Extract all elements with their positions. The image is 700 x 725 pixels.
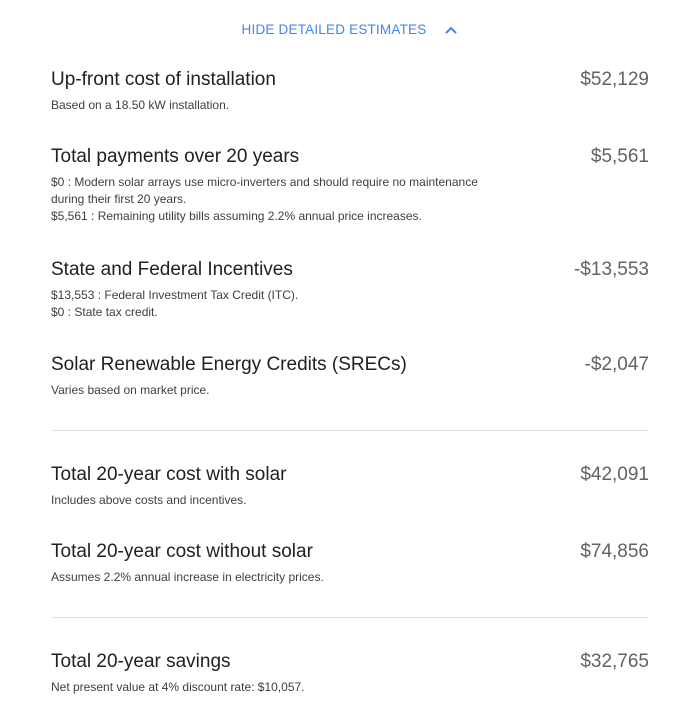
hide-detailed-estimates-label: HIDE DETAILED ESTIMATES	[241, 22, 427, 37]
incentives-row: State and Federal Incentives -$13,553 $1…	[51, 258, 649, 321]
cost-with-solar-row: Total 20-year cost with solar $42,091 In…	[51, 463, 649, 509]
chevron-up-icon	[444, 23, 458, 37]
divider	[51, 430, 649, 431]
srecs-title: Solar Renewable Energy Credits (SRECs)	[51, 354, 407, 375]
total-payments-description: $0 : Modern solar arrays use micro-inver…	[51, 174, 649, 225]
srecs-amount: -$2,047	[584, 354, 649, 375]
cost-without-solar-description: Assumes 2.2% annual increase in electric…	[51, 569, 649, 586]
cost-without-solar-title: Total 20-year cost without solar	[51, 541, 313, 562]
description-line: Varies based on market price.	[51, 383, 210, 397]
srecs-description: Varies based on market price.	[51, 382, 649, 399]
incentives-description: $13,553 : Federal Investment Tax Credit …	[51, 287, 649, 321]
description-line: Assumes 2.2% annual increase in electric…	[51, 570, 324, 584]
description-line: during their first 20 years.	[51, 192, 187, 206]
description-line: $0 : State tax credit.	[51, 305, 158, 319]
total-payments-title: Total payments over 20 years	[51, 146, 300, 167]
upfront-cost-title: Up-front cost of installation	[51, 69, 276, 90]
description-line: $5,561 : Remaining utility bills assumin…	[51, 209, 422, 223]
srecs-row: Solar Renewable Energy Credits (SRECs) -…	[51, 353, 649, 399]
cost-with-solar-title: Total 20-year cost with solar	[51, 464, 287, 485]
total-payments-amount: $5,561	[590, 146, 649, 167]
description-line: $0 : Modern solar arrays use micro-inver…	[51, 175, 478, 189]
cost-with-solar-amount: $42,091	[580, 464, 649, 485]
total-savings-row: Total 20-year savings $32,765 Net presen…	[51, 650, 649, 696]
upfront-cost-description: Based on a 18.50 kW installation.	[51, 97, 649, 114]
description-line: $13,553 : Federal Investment Tax Credit …	[51, 288, 299, 302]
description-line: Includes above costs and incentives.	[51, 493, 247, 507]
total-savings-title: Total 20-year savings	[51, 651, 231, 672]
hide-detailed-estimates-button[interactable]: HIDE DETAILED ESTIMATES	[0, 22, 700, 37]
description-line: Based on a 18.50 kW installation.	[51, 98, 230, 112]
incentives-title: State and Federal Incentives	[51, 259, 293, 280]
description-line: Net present value at 4% discount rate: $…	[51, 680, 305, 694]
incentives-amount: -$13,553	[573, 259, 649, 280]
cost-without-solar-amount: $74,856	[580, 541, 649, 562]
upfront-cost-amount: $52,129	[580, 69, 649, 90]
total-savings-amount: $32,765	[580, 651, 649, 672]
cost-with-solar-description: Includes above costs and incentives.	[51, 492, 649, 509]
cost-without-solar-row: Total 20-year cost without solar $74,856…	[51, 540, 649, 586]
total-savings-description: Net present value at 4% discount rate: $…	[51, 679, 649, 696]
upfront-cost-row: Up-front cost of installation $52,129 Ba…	[51, 68, 649, 114]
total-payments-row: Total payments over 20 years $5,561 $0 :…	[51, 145, 649, 225]
divider	[51, 617, 649, 618]
